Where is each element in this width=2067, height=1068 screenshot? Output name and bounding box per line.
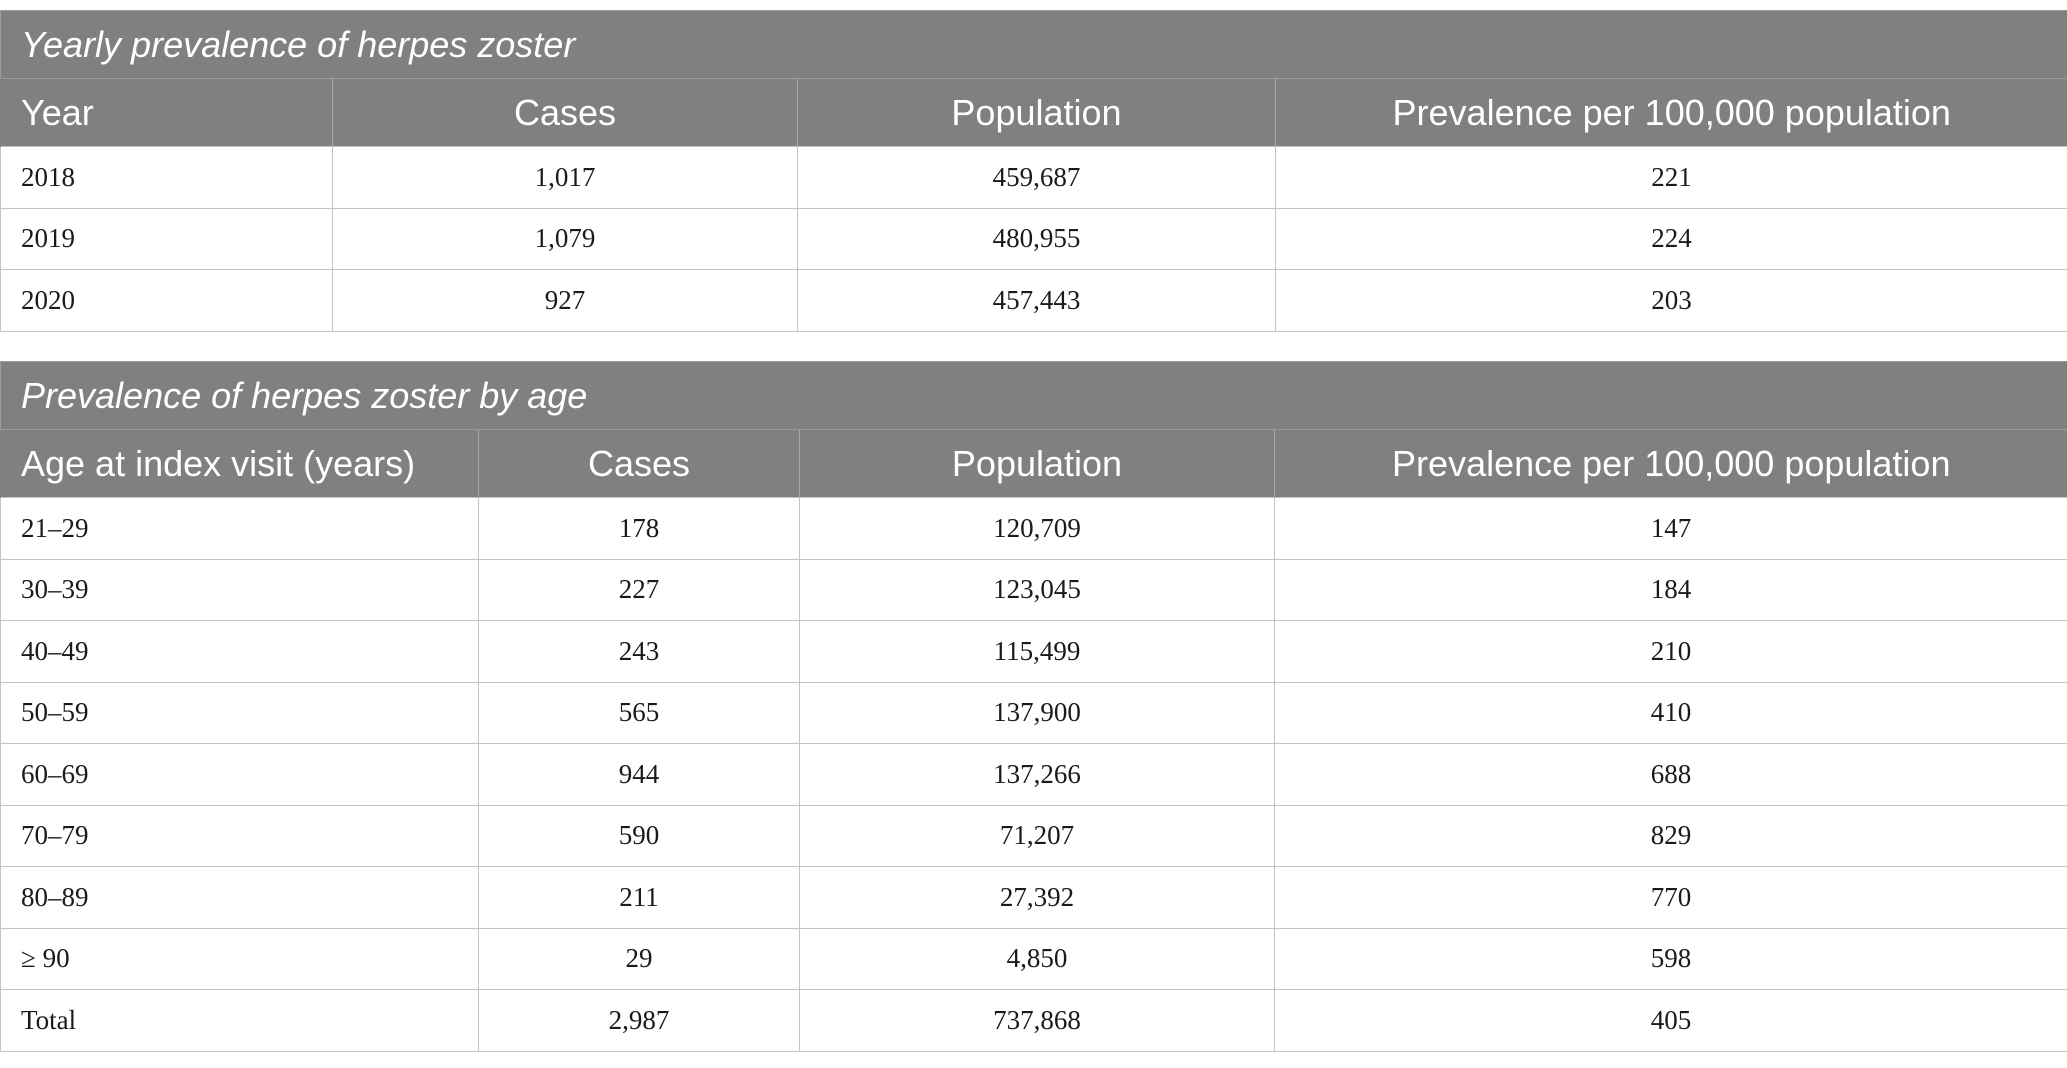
- table-row: Total 2,987 737,868 405: [0, 989, 2067, 1052]
- cell-cases: 927: [332, 269, 798, 332]
- cell-cases: 178: [478, 497, 800, 560]
- cell-cases: 1,079: [332, 207, 798, 270]
- column-header-prevalence: Prevalence per 100,000 population: [1275, 78, 2067, 147]
- table-row: 21–29 178 120,709 147: [0, 497, 2067, 560]
- cell-prevalence: 598: [1273, 927, 2067, 990]
- cell-cases: 29: [478, 927, 800, 990]
- cell-label: 70–79: [0, 804, 479, 867]
- cell-cases: 227: [478, 558, 800, 621]
- cell-label: 2018: [0, 146, 333, 209]
- table-row: 2020 927 457,443 203: [0, 269, 2067, 332]
- age-prevalence-table: Prevalence of herpes zoster by age Age a…: [0, 361, 2067, 1052]
- cell-prevalence: 210: [1273, 620, 2067, 683]
- cell-prevalence: 147: [1273, 497, 2067, 560]
- column-header-population: Population: [797, 78, 1276, 147]
- cell-cases: 243: [478, 620, 800, 683]
- cell-prevalence: 829: [1273, 804, 2067, 867]
- cell-label: 80–89: [0, 866, 479, 929]
- table-row: 50–59 565 137,900 410: [0, 681, 2067, 744]
- table-row: 2018 1,017 459,687 221: [0, 146, 2067, 209]
- cell-label: ≥ 90: [0, 927, 479, 990]
- column-header-age: Age at index visit (years): [0, 429, 479, 498]
- table-row: 40–49 243 115,499 210: [0, 620, 2067, 683]
- cell-prevalence: 410: [1273, 681, 2067, 744]
- table-header-row: Year Cases Population Prevalence per 100…: [0, 78, 2067, 147]
- cell-prevalence: 221: [1275, 146, 2067, 209]
- column-header-cases: Cases: [478, 429, 800, 498]
- column-header-prevalence: Prevalence per 100,000 population: [1273, 429, 2067, 498]
- cell-population: 480,955: [797, 207, 1276, 270]
- table-row: ≥ 90 29 4,850 598: [0, 927, 2067, 990]
- cell-cases: 944: [478, 743, 800, 806]
- cell-cases: 211: [478, 866, 800, 929]
- column-header-year: Year: [0, 78, 333, 147]
- cell-cases: 565: [478, 681, 800, 744]
- column-header-cases: Cases: [332, 78, 798, 147]
- cell-prevalence: 688: [1273, 743, 2067, 806]
- cell-label: Total: [0, 989, 479, 1052]
- cell-label: 40–49: [0, 620, 479, 683]
- cell-prevalence: 224: [1275, 207, 2067, 270]
- cell-cases: 1,017: [332, 146, 798, 209]
- cell-population: 137,266: [799, 743, 1275, 806]
- cell-population: 737,868: [799, 989, 1275, 1052]
- cell-population: 27,392: [799, 866, 1275, 929]
- cell-cases: 2,987: [478, 989, 800, 1052]
- cell-population: 71,207: [799, 804, 1275, 867]
- cell-population: 137,900: [799, 681, 1275, 744]
- table-caption: Yearly prevalence of herpes zoster: [0, 10, 2067, 79]
- cell-label: 21–29: [0, 497, 479, 560]
- yearly-prevalence-table: Yearly prevalence of herpes zoster Year …: [0, 10, 2067, 332]
- cell-population: 115,499: [799, 620, 1275, 683]
- table-row: 80–89 211 27,392 770: [0, 866, 2067, 929]
- cell-label: 2020: [0, 269, 333, 332]
- table-row: 70–79 590 71,207 829: [0, 804, 2067, 867]
- cell-prevalence: 203: [1275, 269, 2067, 332]
- cell-label: 30–39: [0, 558, 479, 621]
- cell-population: 123,045: [799, 558, 1275, 621]
- column-header-population: Population: [799, 429, 1275, 498]
- cell-prevalence: 184: [1273, 558, 2067, 621]
- cell-prevalence: 405: [1273, 989, 2067, 1052]
- table-row: 60–69 944 137,266 688: [0, 743, 2067, 806]
- cell-cases: 590: [478, 804, 800, 867]
- cell-prevalence: 770: [1273, 866, 2067, 929]
- table-row: 30–39 227 123,045 184: [0, 558, 2067, 621]
- table-caption: Prevalence of herpes zoster by age: [0, 361, 2067, 430]
- cell-population: 4,850: [799, 927, 1275, 990]
- cell-population: 120,709: [799, 497, 1275, 560]
- cell-label: 2019: [0, 207, 333, 270]
- table-header-row: Age at index visit (years) Cases Populat…: [0, 429, 2067, 498]
- cell-population: 457,443: [797, 269, 1276, 332]
- table-row: 2019 1,079 480,955 224: [0, 207, 2067, 270]
- cell-label: 50–59: [0, 681, 479, 744]
- cell-label: 60–69: [0, 743, 479, 806]
- cell-population: 459,687: [797, 146, 1276, 209]
